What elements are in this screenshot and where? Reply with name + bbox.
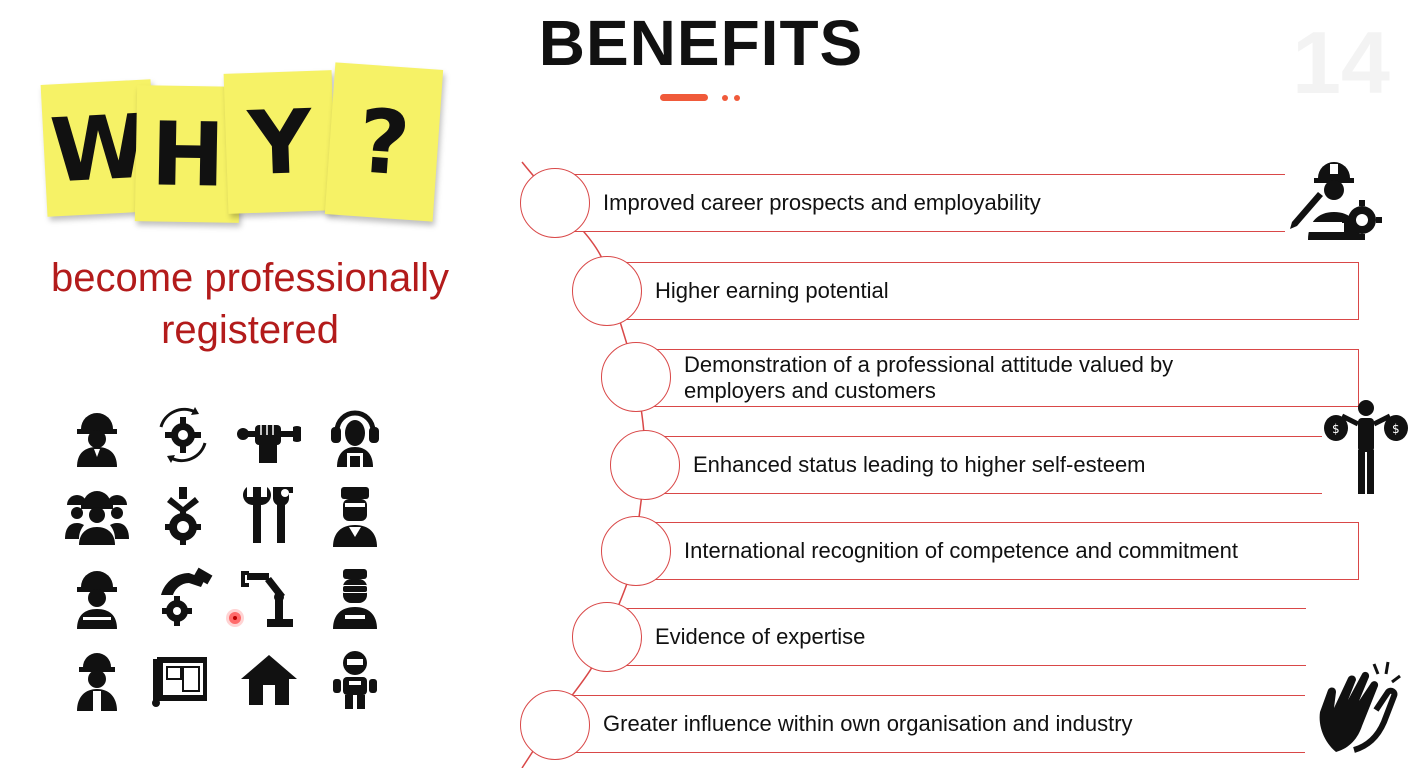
benefit-row-6 [608,608,1306,666]
benefit-marker-3 [601,342,671,412]
slide-title: BENEFITS [538,7,864,79]
benefit-row-7 [555,695,1305,753]
benefit-row-3 [637,349,1359,407]
benefit-marker-5 [601,516,671,586]
benefit-text-1: Improved career prospects and employabil… [603,190,1041,215]
benefit-text-4: Enhanced status leading to higher self-e… [693,452,1146,477]
hand-gear-icon [148,562,218,632]
benefit-marker-2 [572,256,642,326]
vr-worker-icon [320,562,390,632]
benefit-row-1 [555,174,1285,232]
benefit-text-6: Evidence of expertise [655,624,866,649]
title-underline-decoration [660,94,750,102]
wrenches-icon [234,480,304,550]
cursor-pointer-dot [229,612,241,624]
benefit-row-4 [646,436,1322,494]
engineer-with-gear-icon [1288,156,1384,251]
benefit-marker-1 [520,168,590,238]
benefit-marker-6 [572,602,642,672]
profession-icon-grid [62,400,412,720]
benefit-marker-4 [610,430,680,500]
money-bags-man-icon: $ $ [1322,398,1412,503]
page-number: 14 [1292,13,1390,112]
engineer-hardhat-icon [62,400,132,470]
headset-worker-icon [320,400,390,470]
benefit-text-2: Higher earning potential [655,278,889,303]
benefit-text-3: Demonstration of a professional attitude… [684,352,1174,403]
benefit-text-7: Greater influence within own organisatio… [603,711,1133,736]
builder-icon [62,644,132,714]
gear-cycle-icon [148,400,218,470]
robot-arm-gear-icon [148,480,218,550]
team-hardhat-icon [62,480,132,550]
subtitle: become professionally registered [0,252,500,356]
fist-wrench-icon [234,400,304,470]
benefit-row-2 [608,262,1359,320]
clapping-hands-icon [1314,656,1406,761]
worker-hardhat-icon [62,562,132,632]
robot-icon [320,644,390,714]
blueprint-icon [148,644,218,714]
svg-text:$: $ [1332,422,1340,436]
benefit-marker-7 [520,690,590,760]
house-icon [234,644,304,714]
benefit-text-5: International recognition of competence … [684,538,1238,563]
svg-text:$: $ [1392,422,1400,436]
industrial-robot-icon [234,562,304,632]
benefit-row-5 [637,522,1359,580]
subtitle-line-1: become professionally [51,256,449,300]
subtitle-line-2: registered [161,308,339,352]
welder-icon [320,480,390,550]
